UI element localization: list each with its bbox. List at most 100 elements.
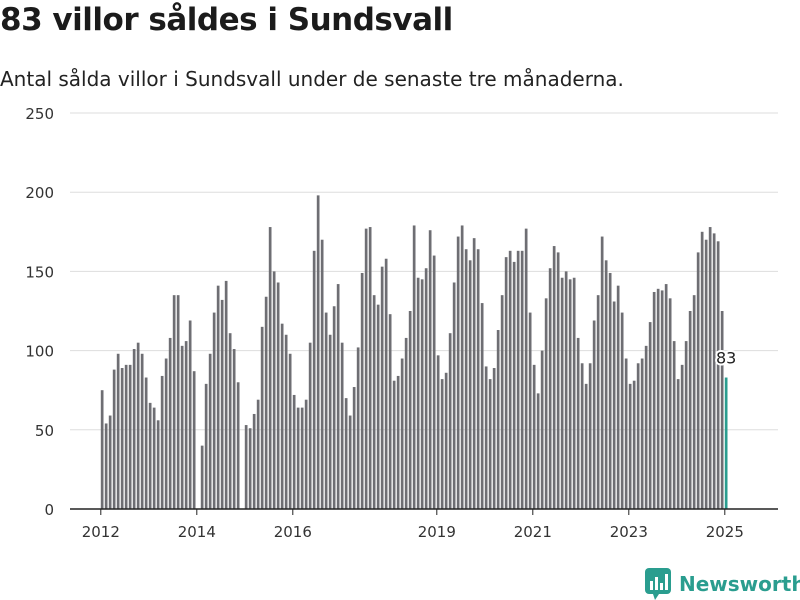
bar: [560, 277, 564, 509]
bar: [296, 407, 300, 509]
bar: [280, 323, 284, 509]
bar: [428, 230, 432, 509]
bar: [312, 250, 316, 509]
bar: [164, 358, 168, 509]
bar: [112, 369, 116, 509]
bar: [512, 261, 516, 509]
x-tick-label: 2012: [82, 523, 120, 541]
bar: [504, 257, 508, 509]
bar: [712, 233, 716, 509]
bar: [276, 282, 280, 509]
bar: [484, 366, 488, 509]
y-tick-label: 0: [44, 501, 54, 519]
bar: [664, 284, 668, 509]
bar: [100, 390, 104, 509]
y-tick-label: 150: [25, 263, 54, 281]
bar: [572, 277, 576, 509]
bar: [332, 306, 336, 509]
bar: [576, 337, 580, 509]
bar: [256, 399, 260, 509]
bar: [132, 349, 136, 509]
bar: [180, 345, 184, 509]
y-tick-label: 100: [25, 343, 54, 361]
bar: [224, 280, 228, 509]
bar: [384, 258, 388, 509]
bar: [176, 295, 180, 509]
bar: [580, 363, 584, 509]
bar: [468, 260, 472, 509]
bar: [320, 239, 324, 509]
bar: [520, 250, 524, 509]
bar: [156, 420, 160, 509]
bar: [656, 288, 660, 509]
bar: [604, 260, 608, 509]
bar: [264, 296, 268, 509]
bar: [200, 445, 204, 509]
bar: [124, 364, 128, 509]
bar: [720, 311, 724, 509]
bar: [416, 277, 420, 509]
bar: [672, 341, 676, 509]
bar: [324, 312, 328, 509]
bar: [316, 195, 320, 509]
bar: [616, 285, 620, 509]
bar: [364, 228, 368, 509]
bar: [328, 334, 332, 509]
bar: [644, 345, 648, 509]
bar: [172, 295, 176, 509]
bar: [460, 225, 464, 509]
bar: [424, 268, 428, 509]
bar: [716, 241, 720, 510]
bar: [284, 334, 288, 509]
bar: [136, 342, 140, 509]
brand-logo: Newsworthy: [645, 568, 800, 600]
bar: [288, 353, 292, 509]
bar: [688, 311, 692, 509]
bar: [568, 279, 572, 509]
bar: [696, 252, 700, 509]
bar: [392, 380, 396, 509]
bar: [640, 358, 644, 509]
bar: [372, 295, 376, 509]
y-axis-ticks: 0 50 100 150 200 250: [25, 105, 54, 519]
bar: [304, 399, 308, 509]
bar: [160, 375, 164, 509]
bar: [524, 228, 528, 509]
bar: [700, 231, 704, 510]
bar: [516, 250, 520, 509]
bar: [552, 246, 556, 509]
bar: [596, 295, 600, 509]
bar: [404, 337, 408, 509]
bar: [376, 304, 380, 509]
bar: [232, 349, 236, 509]
bar: [260, 326, 264, 509]
bar: [472, 238, 476, 509]
bar: [356, 347, 360, 509]
x-tick-label: 2025: [706, 523, 744, 541]
bar: [660, 290, 664, 509]
bar: [464, 249, 468, 509]
bar: [544, 298, 548, 509]
bar: [528, 312, 532, 509]
bar: [620, 312, 624, 509]
chart-subtitle: Antal sålda villor i Sundsvall under de …: [0, 67, 624, 91]
bar: [456, 236, 460, 510]
bar: [216, 285, 220, 509]
bar: [120, 368, 124, 509]
bar: [184, 341, 188, 509]
bar: [452, 282, 456, 509]
bar: [668, 298, 672, 509]
bar: [144, 377, 148, 509]
bar: [684, 341, 688, 509]
bar: [548, 268, 552, 509]
bar: [444, 372, 448, 509]
bar: [380, 266, 384, 509]
bar: [692, 295, 696, 509]
bar: [500, 295, 504, 509]
bar: [488, 379, 492, 509]
bar: [208, 353, 212, 509]
bar: [152, 407, 156, 509]
bar: [680, 364, 684, 509]
y-tick-label: 200: [25, 184, 54, 202]
bar: [724, 377, 728, 509]
